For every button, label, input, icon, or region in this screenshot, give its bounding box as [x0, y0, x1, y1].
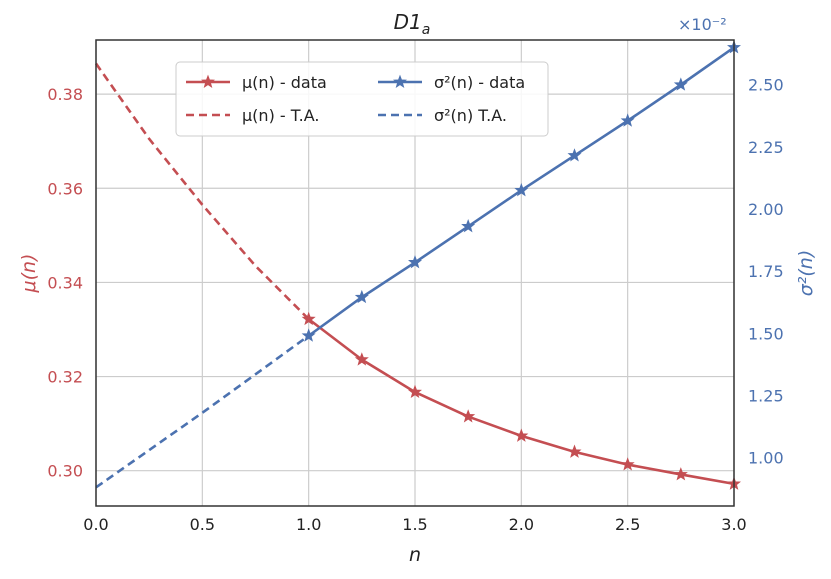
data-point-marker — [567, 148, 582, 162]
data-point-marker — [354, 289, 369, 304]
plot-frame — [95, 39, 735, 507]
data-point-marker — [514, 183, 529, 197]
series-layer — [94, 40, 741, 490]
legend-marker-0 — [201, 74, 215, 88]
right-y-tick-label: 2.25 — [748, 138, 784, 157]
data-point-marker — [567, 444, 582, 458]
left-y-tick-label: 0.38 — [47, 85, 83, 104]
legend-label-2: σ²(n) - data — [434, 73, 525, 92]
x-tick-label: 2.0 — [509, 515, 534, 534]
right-axis-multiplier: ×10⁻² — [678, 15, 727, 34]
left-y-tick-label: 0.36 — [47, 179, 83, 198]
right-y-tick-label: 1.00 — [748, 449, 784, 468]
legend-label-0: μ(n) - data — [242, 73, 327, 92]
x-tick-label: 2.5 — [615, 515, 640, 534]
data-point-marker — [461, 409, 476, 423]
series-line-1 — [94, 62, 310, 321]
data-point-marker — [620, 113, 635, 127]
x-axis-label: n — [409, 544, 421, 566]
right-y-tick-label: 1.25 — [748, 386, 784, 405]
data-point-marker — [354, 352, 369, 366]
right-y-tick-label: 1.75 — [748, 262, 784, 281]
series-line-3 — [95, 334, 310, 489]
legend-box — [175, 61, 549, 137]
tick-labels: 0.0 0.5 1.0 1.5 2.0 2.5 3.0 0.30 0.32 0.34 0.36 0.3… — [47, 76, 783, 534]
data-point-marker — [673, 77, 688, 91]
data-point-marker — [408, 384, 422, 399]
x-tick-label: 0.0 — [83, 515, 108, 534]
chart-title: D1a — [394, 10, 431, 38]
data-point-marker — [620, 457, 635, 471]
left-axis-label: μ(n) — [18, 254, 40, 294]
data-point-marker — [461, 219, 476, 233]
right-axis-label: σ²(n) — [795, 250, 817, 297]
right-y-tick-label: 2.00 — [748, 200, 784, 219]
legend-label-3: σ²(n) T.A. — [434, 106, 507, 125]
left-y-tick-label: 0.34 — [47, 273, 83, 292]
legend-label-1: μ(n) - T.A. — [242, 106, 319, 125]
data-point-marker — [514, 428, 529, 442]
left-y-tick-label: 0.32 — [47, 368, 83, 387]
data-point-marker — [408, 255, 422, 269]
data-point-marker — [301, 328, 316, 342]
right-y-tick-label: 2.50 — [748, 76, 784, 95]
x-tick-label: 3.0 — [721, 515, 746, 534]
left-y-tick-label: 0.30 — [47, 462, 83, 481]
right-y-tick-label: 1.50 — [748, 324, 784, 343]
legend: μ(n) - data μ(n) - T.A. σ²(n) - data σ²(n) … — [175, 61, 549, 137]
data-point-marker — [673, 467, 688, 481]
legend-marker-2 — [393, 74, 407, 88]
x-tick-label: 0.5 — [190, 515, 215, 534]
x-tick-label: 1.0 — [296, 515, 321, 534]
x-tick-label: 1.5 — [402, 515, 427, 534]
